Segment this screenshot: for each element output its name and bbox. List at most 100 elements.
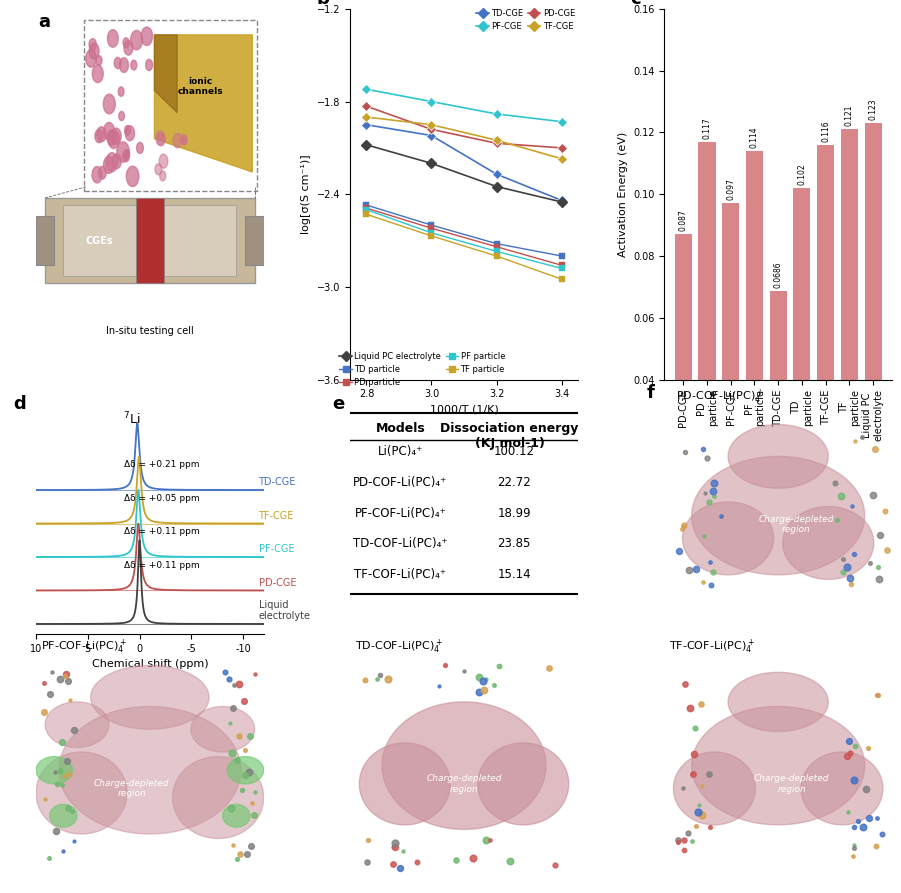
Text: PD-COF-Li(PC)₄⁺: PD-COF-Li(PC)₄⁺ bbox=[353, 476, 448, 488]
Text: Dissociation energy
(KJ mol-1): Dissociation energy (KJ mol-1) bbox=[441, 422, 578, 450]
Polygon shape bbox=[227, 756, 264, 784]
Text: 0.123: 0.123 bbox=[869, 98, 878, 121]
Text: TF-CGE: TF-CGE bbox=[259, 511, 294, 521]
Text: CGEs: CGEs bbox=[86, 236, 114, 246]
Circle shape bbox=[124, 126, 131, 135]
Circle shape bbox=[156, 130, 165, 146]
Y-axis label: log[σ(S cm⁻¹)]: log[σ(S cm⁻¹)] bbox=[302, 154, 312, 234]
Text: Models: Models bbox=[376, 422, 425, 435]
Polygon shape bbox=[692, 706, 865, 825]
Bar bbox=[245, 216, 264, 264]
Polygon shape bbox=[36, 752, 127, 834]
Circle shape bbox=[92, 64, 104, 83]
Circle shape bbox=[182, 138, 187, 145]
Bar bbox=[865, 123, 882, 503]
Circle shape bbox=[124, 41, 132, 55]
Text: 0.114: 0.114 bbox=[750, 126, 759, 148]
Circle shape bbox=[131, 30, 142, 50]
Circle shape bbox=[117, 142, 130, 163]
Legend: Liquid PC electrolyte, TD particle, PD particle, PF particle, TF particle: Liquid PC electrolyte, TD particle, PD p… bbox=[336, 348, 508, 390]
Text: TF-COF-Li(PC)₄⁺: TF-COF-Li(PC)₄⁺ bbox=[354, 568, 446, 581]
Text: 0.117: 0.117 bbox=[703, 117, 712, 138]
Circle shape bbox=[123, 151, 130, 162]
Circle shape bbox=[98, 166, 106, 179]
Circle shape bbox=[155, 163, 162, 175]
Text: 15.14: 15.14 bbox=[497, 568, 531, 581]
Text: 22.72: 22.72 bbox=[497, 476, 531, 488]
Circle shape bbox=[92, 166, 102, 183]
Circle shape bbox=[104, 122, 114, 140]
Text: Liquid
electrolyte: Liquid electrolyte bbox=[259, 600, 311, 622]
Circle shape bbox=[95, 129, 103, 143]
Text: Charge-depleted
region: Charge-depleted region bbox=[426, 774, 502, 794]
FancyBboxPatch shape bbox=[84, 20, 257, 190]
Bar bbox=[136, 198, 163, 283]
Text: TD-COF-Li(PC)₄⁺: TD-COF-Li(PC)₄⁺ bbox=[353, 538, 448, 550]
Text: Charge-depleted
region: Charge-depleted region bbox=[754, 774, 830, 794]
Text: Δδ = +0.21 ppm: Δδ = +0.21 ppm bbox=[124, 461, 199, 470]
Circle shape bbox=[89, 43, 99, 59]
Text: c: c bbox=[630, 0, 641, 8]
Bar bbox=[794, 188, 810, 503]
Text: 18.99: 18.99 bbox=[497, 506, 531, 520]
Circle shape bbox=[114, 57, 121, 69]
Bar bbox=[817, 145, 834, 503]
X-axis label: Chemical shift (ppm): Chemical shift (ppm) bbox=[92, 659, 208, 670]
Polygon shape bbox=[154, 35, 252, 172]
Text: PD-CGE: PD-CGE bbox=[259, 578, 296, 588]
Circle shape bbox=[112, 129, 122, 145]
Y-axis label: Activation Energy (eV): Activation Energy (eV) bbox=[617, 131, 628, 257]
Circle shape bbox=[96, 55, 102, 65]
Circle shape bbox=[141, 27, 152, 46]
Circle shape bbox=[119, 58, 129, 72]
Text: TF-COF-Li(PC)$_4^+$: TF-COF-Li(PC)$_4^+$ bbox=[669, 638, 755, 656]
Bar bbox=[675, 234, 692, 503]
Text: 23.85: 23.85 bbox=[497, 538, 531, 550]
Circle shape bbox=[89, 38, 96, 51]
Circle shape bbox=[173, 133, 182, 148]
Text: e: e bbox=[332, 395, 344, 413]
Circle shape bbox=[159, 171, 166, 181]
Polygon shape bbox=[692, 456, 865, 575]
Text: TD-CGE: TD-CGE bbox=[259, 478, 296, 488]
Polygon shape bbox=[783, 506, 874, 580]
Text: TD-COF-Li(PC)$_4^+$: TD-COF-Li(PC)$_4^+$ bbox=[355, 638, 442, 656]
Polygon shape bbox=[223, 805, 250, 827]
Bar bbox=[746, 151, 763, 503]
Circle shape bbox=[97, 127, 106, 142]
Text: f: f bbox=[646, 383, 654, 402]
Text: Δδ = +0.11 ppm: Δδ = +0.11 ppm bbox=[124, 528, 200, 537]
Bar bbox=[45, 198, 255, 283]
Circle shape bbox=[146, 59, 152, 71]
Bar bbox=[36, 216, 54, 264]
Circle shape bbox=[123, 38, 129, 47]
Text: a: a bbox=[39, 13, 50, 30]
Circle shape bbox=[107, 130, 116, 146]
Circle shape bbox=[118, 87, 124, 96]
Text: Li(PC)₄⁺: Li(PC)₄⁺ bbox=[378, 445, 423, 458]
Polygon shape bbox=[50, 805, 77, 827]
Text: In-situ testing cell: In-situ testing cell bbox=[106, 326, 194, 337]
Polygon shape bbox=[478, 743, 569, 825]
Polygon shape bbox=[382, 702, 546, 830]
Circle shape bbox=[119, 112, 124, 121]
Text: 0.121: 0.121 bbox=[845, 104, 854, 126]
Circle shape bbox=[159, 154, 168, 168]
Circle shape bbox=[131, 60, 137, 70]
Polygon shape bbox=[59, 706, 241, 834]
Polygon shape bbox=[728, 672, 828, 731]
Circle shape bbox=[113, 154, 122, 169]
Text: b: b bbox=[316, 0, 329, 8]
Text: $^7$Li: $^7$Li bbox=[123, 411, 140, 428]
Bar bbox=[841, 129, 858, 503]
Bar bbox=[723, 204, 739, 503]
Text: PF-COF-Li(PC)₄⁺: PF-COF-Li(PC)₄⁺ bbox=[354, 506, 446, 520]
Circle shape bbox=[107, 29, 118, 47]
Text: 0.102: 0.102 bbox=[797, 163, 806, 185]
Text: 0.097: 0.097 bbox=[726, 179, 735, 200]
Text: 100.12: 100.12 bbox=[494, 445, 534, 458]
X-axis label: 1000/T (1/K): 1000/T (1/K) bbox=[430, 405, 498, 415]
Polygon shape bbox=[359, 743, 450, 825]
Circle shape bbox=[181, 135, 187, 145]
Text: 0.116: 0.116 bbox=[821, 120, 830, 142]
